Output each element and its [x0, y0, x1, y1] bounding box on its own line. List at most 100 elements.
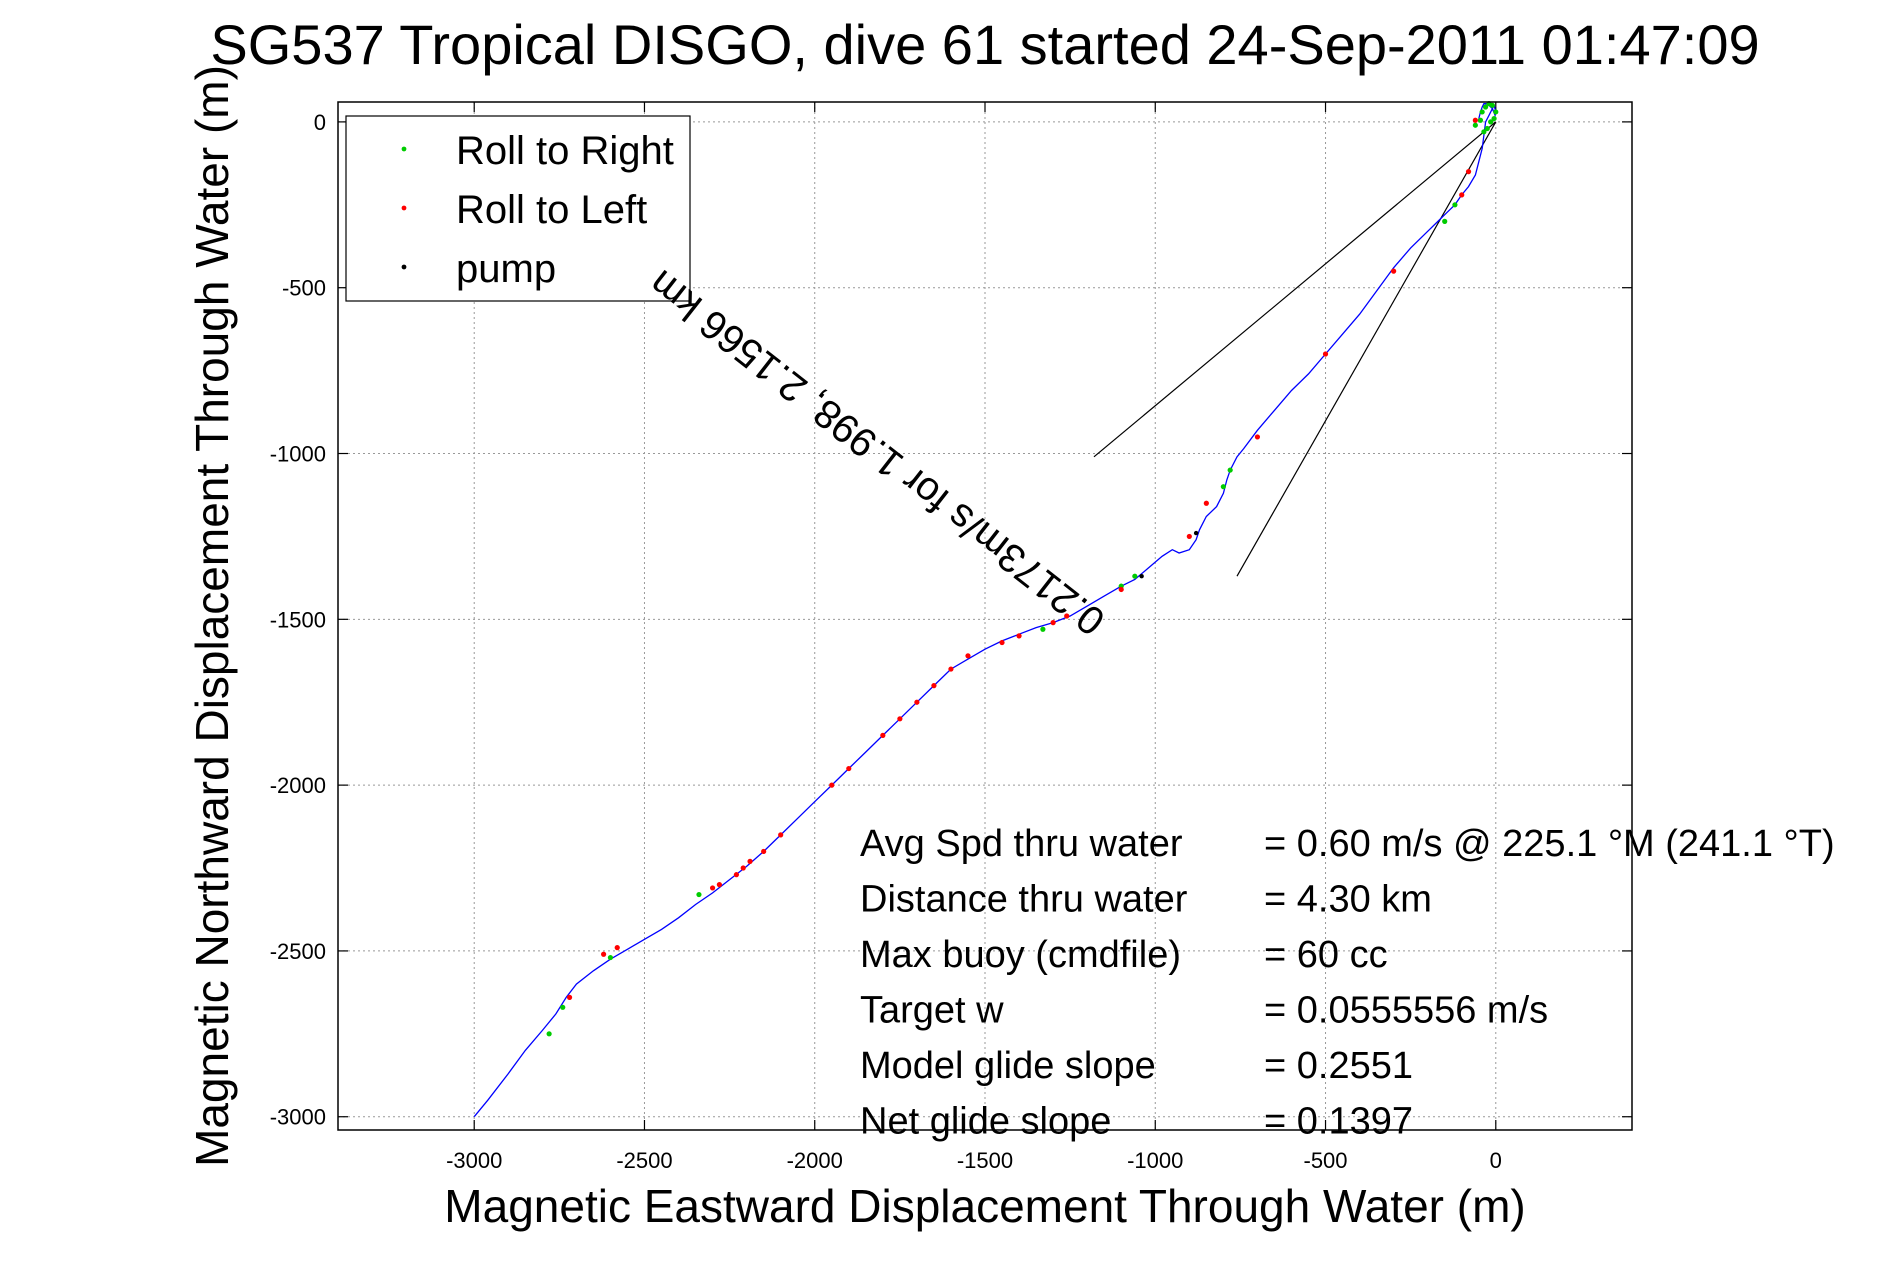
roll-left-point — [778, 832, 784, 838]
current-vector-line — [1236, 121, 1497, 577]
roll-left-point — [1391, 268, 1397, 274]
y-tick-label: 0 — [314, 110, 326, 135]
stat-label: Model glide slope — [860, 1045, 1156, 1087]
roll-left-point — [709, 885, 716, 891]
legend: Roll to Right Roll to Left pump — [345, 115, 691, 302]
current-vector-lines — [1093, 121, 1497, 577]
stat-value: = 0.2551 — [1264, 1045, 1413, 1087]
roll-right-point — [560, 1004, 566, 1010]
roll-right-point — [1481, 129, 1487, 135]
roll-right-point — [546, 1031, 552, 1037]
roll-left-point — [948, 666, 954, 672]
x-axis-label: Magnetic Eastward Displacement Through W… — [444, 1180, 1525, 1232]
y-tick-label: -500 — [282, 276, 326, 301]
roll-left-point — [880, 732, 886, 738]
stat-value: = 0.1397 — [1264, 1101, 1413, 1143]
roll-left-point — [1254, 434, 1261, 440]
roll-left-point — [747, 858, 753, 864]
legend-marker — [401, 264, 407, 270]
y-tick-label: -2500 — [270, 939, 326, 964]
roll-left-point — [897, 716, 903, 722]
pump-point — [1193, 530, 1199, 536]
roll-right-point — [1132, 573, 1138, 579]
roll-left-point — [566, 994, 573, 1000]
roll-left-point — [846, 765, 852, 772]
roll-left-point — [1465, 169, 1472, 175]
roll-marker-series — [546, 101, 1499, 1037]
roll-right-point — [1482, 104, 1489, 110]
roll-right-point — [1477, 117, 1484, 123]
x-tick-label: -1500 — [957, 1148, 1013, 1173]
y-tick-label: -3000 — [270, 1105, 326, 1130]
roll-left-point — [914, 699, 920, 705]
roll-left-point — [740, 865, 746, 871]
roll-right-point — [1442, 218, 1448, 224]
roll-left-point — [614, 945, 620, 951]
y-tick-label: -1000 — [270, 442, 326, 467]
roll-right-point — [1452, 202, 1458, 208]
roll-right-point — [1484, 125, 1490, 132]
legend-marker — [401, 205, 407, 211]
stat-label: Target w — [860, 990, 1004, 1032]
roll-left-point — [1050, 620, 1056, 626]
current-vector-line — [1093, 121, 1497, 458]
roll-left-point — [733, 872, 740, 878]
legend-label: Roll to Left — [456, 188, 647, 232]
x-tick-label: -2500 — [616, 1148, 672, 1173]
roll-right-point — [696, 891, 702, 898]
x-tick-label: -500 — [1304, 1148, 1348, 1173]
roll-left-point — [1064, 613, 1070, 619]
roll-right-point — [1489, 102, 1495, 108]
stat-value: = 4.30 km — [1264, 879, 1432, 921]
stat-label: Max buoy (cmdfile) — [860, 934, 1181, 976]
x-tick-label: -3000 — [446, 1148, 502, 1173]
roll-left-point — [829, 782, 835, 788]
x-tick-label: 0 — [1490, 1148, 1502, 1173]
x-tick-label: -1000 — [1127, 1148, 1183, 1173]
y-axis-label: Magnetic Northward Displacement Through … — [186, 65, 238, 1167]
roll-right-point — [1479, 109, 1485, 115]
roll-left-point — [1459, 192, 1465, 198]
roll-left-point — [999, 639, 1005, 646]
roll-left-point — [716, 882, 722, 888]
legend-marker — [401, 146, 407, 152]
stat-label: Distance thru water — [860, 879, 1188, 921]
roll-right-point — [1491, 115, 1497, 122]
stat-value: = 0.0555556 m/s — [1264, 990, 1548, 1032]
roll-left-point — [965, 653, 971, 659]
x-axis-ticks: -3000 -2500 -2000 -1500 -1000 -500 0 — [446, 102, 1502, 1173]
roll-right-point — [1493, 109, 1499, 115]
roll-left-point — [1203, 500, 1209, 506]
stat-label: Net glide slope — [860, 1101, 1111, 1143]
legend-label: pump — [456, 247, 556, 291]
plot-frame — [337, 101, 1633, 1131]
roll-left-point — [1472, 117, 1478, 123]
legend-label: Roll to Right — [456, 129, 674, 173]
roll-left-point — [601, 951, 607, 957]
track-series — [473, 103, 1497, 1118]
chart-title: SG537 Tropical DISGO, dive 61 started 24… — [210, 13, 1759, 76]
roll-left-point — [931, 683, 937, 689]
roll-right-point — [1472, 122, 1478, 128]
dive-statistics: Avg Spd thru water = 0.60 m/s @ 225.1 °M … — [860, 823, 1835, 1143]
pump-point — [1139, 574, 1144, 579]
stat-value: = 0.60 m/s @ 225.1 °M (241.1 °T) — [1264, 823, 1835, 865]
roll-left-point — [1186, 533, 1192, 540]
roll-right-point — [1040, 626, 1046, 632]
roll-right-point — [607, 954, 614, 961]
stat-value: = 60 cc — [1264, 934, 1388, 976]
y-axis-ticks: 0 -500 -1000 -1500 -2000 -2500 -3000 — [270, 110, 1632, 1130]
roll-right-point — [1227, 467, 1233, 473]
y-tick-label: -1500 — [270, 607, 326, 632]
roll-left-point — [761, 848, 767, 855]
y-tick-label: -2000 — [270, 773, 326, 798]
roll-left-point — [1322, 351, 1329, 357]
stat-label: Avg Spd thru water — [860, 823, 1183, 865]
roll-left-point — [1118, 586, 1124, 593]
roll-right-point — [1220, 484, 1226, 490]
roll-right-point — [1488, 119, 1494, 125]
track-line — [473, 103, 1497, 1118]
roll-left-point — [1016, 633, 1022, 639]
x-tick-label: -2000 — [787, 1148, 843, 1173]
